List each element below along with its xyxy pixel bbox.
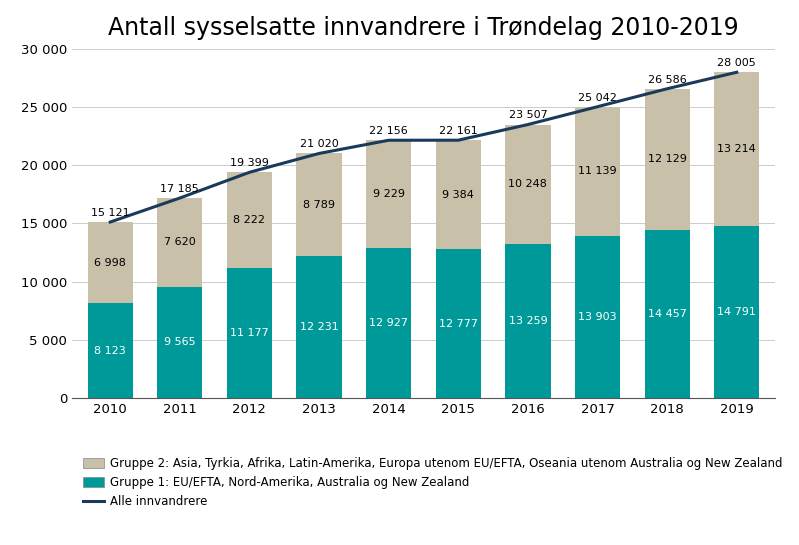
- Bar: [88, 304, 133, 398]
- Bar: [505, 244, 551, 398]
- Bar: [157, 287, 202, 398]
- Text: 9 565: 9 565: [164, 337, 196, 347]
- Bar: [296, 154, 342, 256]
- Text: 22 161: 22 161: [439, 126, 478, 136]
- Bar: [227, 268, 272, 398]
- Text: 9 384: 9 384: [443, 190, 475, 200]
- Text: 14 457: 14 457: [648, 309, 686, 319]
- Bar: [435, 140, 481, 249]
- Text: 11 177: 11 177: [230, 328, 268, 338]
- Text: 25 042: 25 042: [578, 93, 617, 102]
- Bar: [575, 236, 620, 398]
- Bar: [714, 72, 759, 226]
- Text: 12 129: 12 129: [648, 154, 686, 164]
- Text: 15 121: 15 121: [91, 208, 129, 218]
- Text: 22 156: 22 156: [369, 126, 408, 136]
- Bar: [714, 226, 759, 398]
- Legend: Gruppe 2: Asia, Tyrkia, Afrika, Latin-Amerika, Europa utenom EU/EFTA, Oseania ut: Gruppe 2: Asia, Tyrkia, Afrika, Latin-Am…: [78, 452, 787, 513]
- Text: 28 005: 28 005: [718, 58, 756, 68]
- Text: 14 791: 14 791: [718, 307, 756, 317]
- Text: 19 399: 19 399: [230, 158, 269, 168]
- Bar: [296, 256, 342, 398]
- Text: 12 927: 12 927: [369, 318, 408, 328]
- Text: 8 123: 8 123: [94, 346, 126, 356]
- Text: 12 777: 12 777: [439, 319, 478, 329]
- Bar: [435, 249, 481, 398]
- Text: 11 139: 11 139: [578, 166, 617, 177]
- Text: 6 998: 6 998: [94, 258, 126, 268]
- Text: 10 248: 10 248: [508, 179, 547, 189]
- Bar: [227, 172, 272, 268]
- Text: 13 259: 13 259: [508, 316, 547, 326]
- Text: 12 231: 12 231: [300, 322, 339, 332]
- Bar: [366, 247, 411, 398]
- Text: 23 507: 23 507: [508, 111, 547, 120]
- Text: 8 222: 8 222: [233, 215, 265, 225]
- Title: Antall sysselsatte innvandrere i Trøndelag 2010-2019: Antall sysselsatte innvandrere i Trøndel…: [108, 16, 739, 40]
- Text: 7 620: 7 620: [164, 237, 196, 247]
- Bar: [645, 230, 690, 398]
- Text: 13 214: 13 214: [718, 144, 756, 154]
- Bar: [366, 140, 411, 247]
- Bar: [88, 222, 133, 304]
- Text: 17 185: 17 185: [161, 184, 199, 194]
- Text: 8 789: 8 789: [303, 199, 335, 209]
- Text: 13 903: 13 903: [578, 312, 617, 322]
- Text: 21 020: 21 020: [300, 140, 339, 149]
- Text: 9 229: 9 229: [372, 189, 404, 199]
- Bar: [157, 198, 202, 287]
- Bar: [505, 125, 551, 244]
- Bar: [645, 89, 690, 230]
- Bar: [575, 107, 620, 236]
- Text: 26 586: 26 586: [648, 75, 686, 84]
